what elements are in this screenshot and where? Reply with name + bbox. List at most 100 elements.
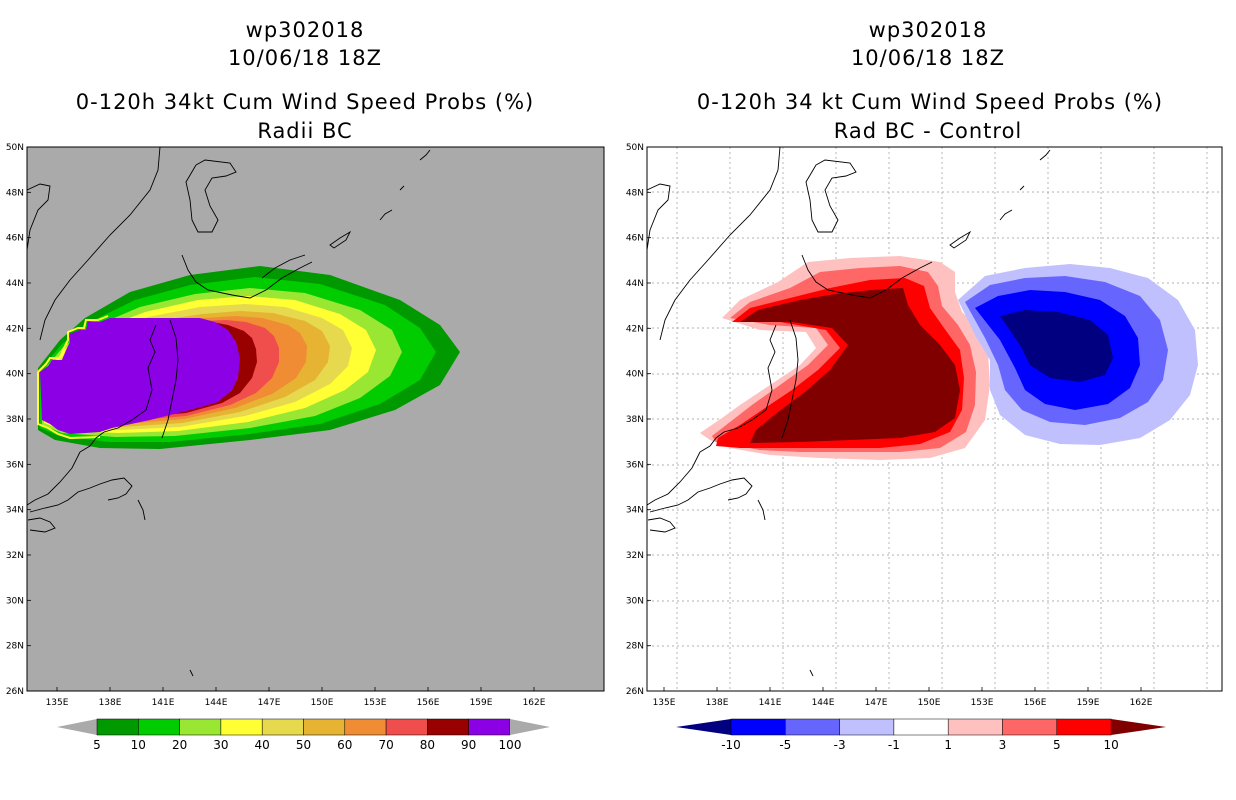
left-lon-label: 144E	[205, 698, 228, 708]
right-cbar-swatch	[730, 718, 786, 736]
right-lon-label: 159E	[1077, 698, 1100, 708]
left-cbar-label: 20	[172, 738, 187, 752]
right-gridlines	[647, 147, 1222, 691]
left-title-storm: wp302018	[245, 18, 365, 42]
left-lon-label: 135E	[46, 698, 69, 708]
left-cbar-label: 5	[93, 738, 101, 752]
left-cbar-swatch	[261, 718, 304, 736]
left-lat-label: 40N	[6, 370, 24, 380]
right-coastlines	[647, 147, 1051, 677]
left-cbar-label: 90	[461, 738, 476, 752]
left-cbar-label: 30	[213, 738, 228, 752]
right-cbar-swatch	[785, 718, 840, 736]
left-lat-label: 28N	[6, 642, 24, 652]
right-cbar-high-triangle	[1111, 719, 1167, 735]
right-cbar-label: 5	[1053, 738, 1061, 752]
right-lon-label: 147E	[865, 698, 888, 708]
left-map-frame	[26, 146, 605, 692]
right-lat-label: 32N	[626, 551, 644, 561]
left-cbar-label: 70	[378, 738, 393, 752]
left-cbar-swatch	[96, 718, 139, 736]
left-cbar-swatch	[303, 718, 346, 736]
left-map-background	[27, 147, 604, 691]
right-cbar-swatch	[893, 718, 949, 736]
left-lat-label: 46N	[6, 234, 24, 244]
right-lat-label: 30N	[626, 596, 644, 606]
left-lon-label: 153E	[364, 698, 387, 708]
right-lon-label: 153E	[971, 698, 994, 708]
left-cbar-swatch	[138, 718, 180, 736]
left-cbar-label: 60	[337, 738, 352, 752]
right-lat-label: 46N	[626, 234, 644, 244]
right-lon-label: 138E	[706, 698, 729, 708]
right-lat-label: 50N	[626, 143, 644, 153]
left-lon-label: 138E	[99, 698, 122, 708]
left-lon-label: 147E	[258, 698, 281, 708]
right-lon-label: 162E	[1130, 698, 1153, 708]
right-cbar-label: 10	[1103, 738, 1118, 752]
left-lat-label: 30N	[6, 596, 24, 606]
left-cbar-label: 10	[131, 738, 146, 752]
right-cbar-swatch	[947, 718, 1003, 736]
left-cbar-label: 100	[499, 738, 522, 752]
right-lat-label: 40N	[626, 370, 644, 380]
right-lat-label: 36N	[626, 460, 644, 470]
left-lat-label: 38N	[6, 415, 24, 425]
left-cbar-swatch	[179, 718, 222, 736]
right-difference-field	[700, 256, 1198, 460]
right-lon-label: 150E	[918, 698, 941, 708]
left-lon-label: 159E	[470, 698, 493, 708]
right-title-storm: wp302018	[868, 18, 988, 42]
left-cbar-swatch	[344, 718, 387, 736]
left-cbar-label: 40	[255, 738, 270, 752]
left-cbar-swatch	[468, 718, 511, 736]
right-cbar-swatch	[1056, 718, 1112, 736]
left-lat-label: 26N	[6, 687, 24, 697]
right-cbar-label: 3	[999, 738, 1007, 752]
right-lon-label: 141E	[759, 698, 782, 708]
right-lat-label: 42N	[626, 324, 644, 334]
right-lon-label: 144E	[812, 698, 835, 708]
right-lat-label: 28N	[626, 642, 644, 652]
left-lon-label: 156E	[417, 698, 440, 708]
left-title-date: 10/06/18 18Z	[227, 46, 383, 70]
right-title-subtitle: Rad BC - Control	[833, 119, 1023, 143]
right-lat-label: 38N	[626, 415, 644, 425]
left-probability-field	[37, 266, 460, 449]
right-cbar-label: 1	[944, 738, 952, 752]
left-lat-label: 32N	[6, 551, 24, 561]
left-lon-label: 150E	[311, 698, 334, 708]
right-lon-label: 156E	[1024, 698, 1047, 708]
right-cbar-swatch	[1002, 718, 1058, 736]
right-title-date: 10/06/18 18Z	[850, 46, 1006, 70]
right-cbar-swatch	[839, 718, 895, 736]
right-cbar-label: -1	[888, 738, 900, 752]
right-lat-label: 48N	[626, 188, 644, 198]
right-lon-label: 135E	[653, 698, 676, 708]
left-cbar-label: 80	[420, 738, 435, 752]
right-lat-label: 26N	[626, 687, 644, 697]
right-title-product: 0-120h 34 kt Cum Wind Speed Probs (%)	[696, 90, 1164, 114]
left-cbar-swatch	[427, 718, 469, 736]
left-title-subtitle: Radii BC	[257, 119, 353, 143]
right-map-background	[647, 147, 1222, 691]
left-lat-label: 34N	[6, 506, 24, 516]
left-lon-label: 162E	[523, 698, 546, 708]
left-title-product: 0-120h 34kt Cum Wind Speed Probs (%)	[75, 90, 535, 114]
left-lat-label: 44N	[6, 279, 24, 289]
left-cbar-label: 50	[296, 738, 311, 752]
right-cbar-label: -3	[834, 738, 846, 752]
right-map-frame	[646, 146, 1223, 692]
left-lat-label: 36N	[6, 460, 24, 470]
left-lat-label: 50N	[6, 143, 24, 153]
right-lat-label: 34N	[626, 506, 644, 516]
left-lon-label: 141E	[152, 698, 175, 708]
right-cbar-label: -10	[721, 738, 741, 752]
left-coastlines	[27, 147, 431, 677]
left-cbar-high-triangle	[510, 719, 550, 735]
left-lat-label: 42N	[6, 324, 24, 334]
left-cbar-swatch	[220, 718, 263, 736]
right-cbar-label: -5	[779, 738, 791, 752]
left-cbar-low-triangle	[57, 719, 97, 735]
left-cbar-swatch	[385, 718, 428, 736]
